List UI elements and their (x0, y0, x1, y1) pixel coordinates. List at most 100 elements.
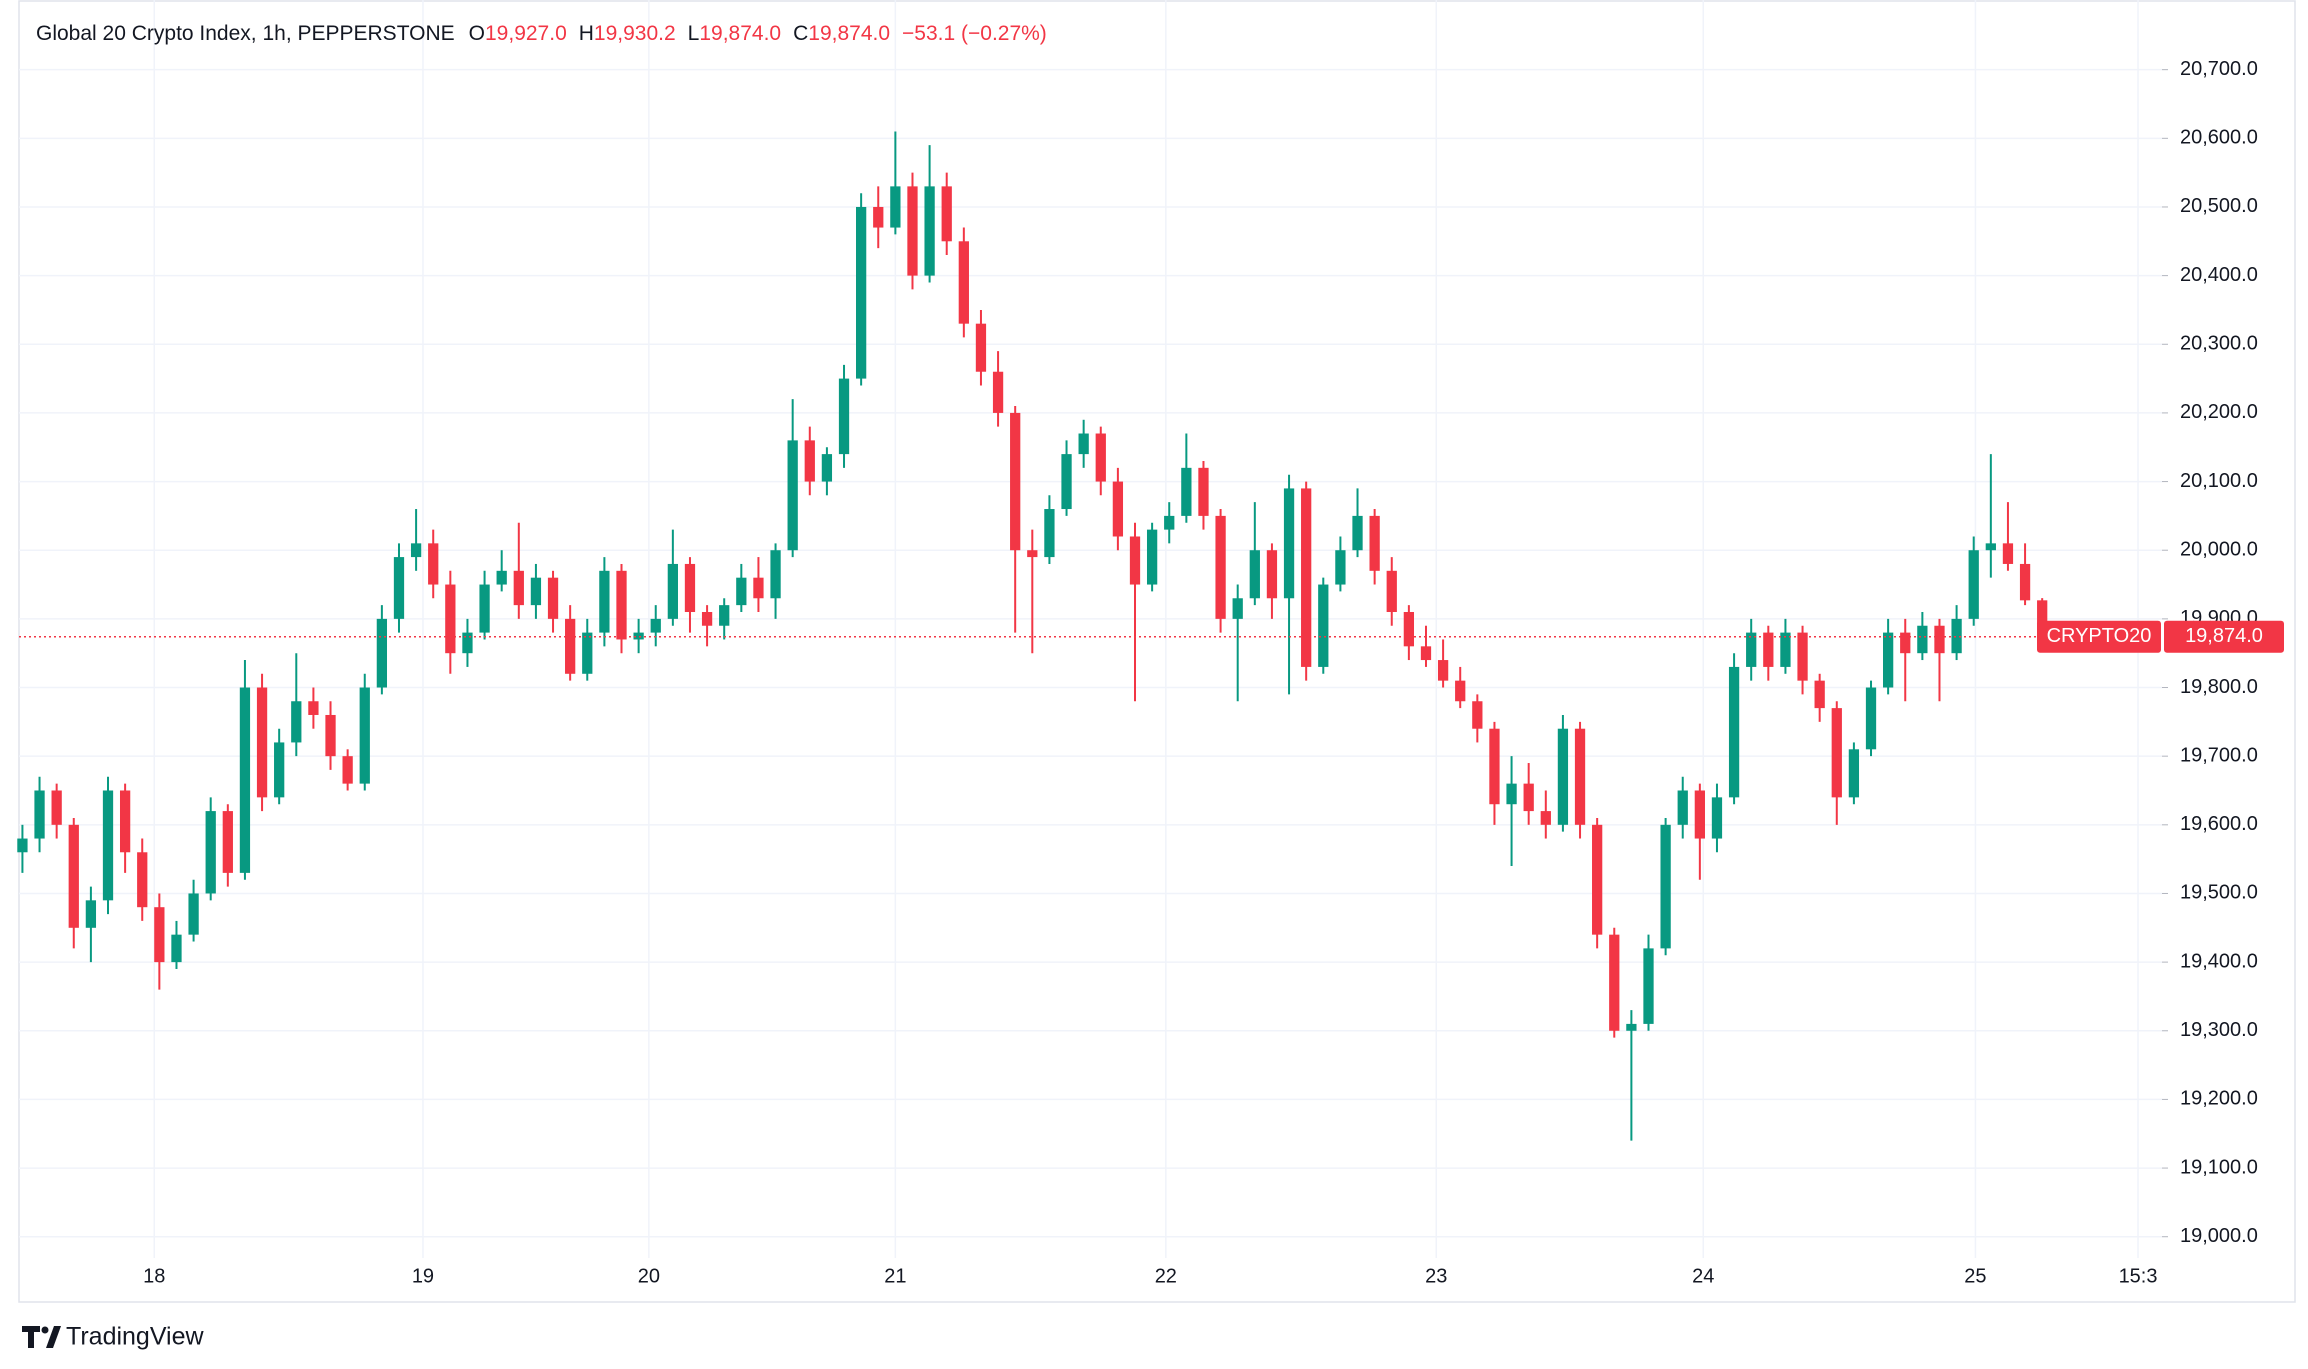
candle-body (1677, 790, 1688, 825)
candle-body (393, 557, 405, 619)
candle-body (684, 563, 696, 613)
logo-icon (41, 1326, 49, 1334)
candle-body (719, 605, 730, 626)
candle-body (1164, 515, 1175, 530)
candle-body (1301, 488, 1312, 667)
legend-value: 19,927.0 (485, 22, 567, 45)
candle-body (1010, 412, 1021, 551)
candle-body (2019, 563, 2031, 601)
candle-body (1403, 612, 1415, 647)
candle-body (1848, 749, 1860, 798)
candle-body (1968, 550, 1979, 619)
y-tick-label: 19,300.0 (2180, 1019, 2258, 1041)
y-tick-label: 19,600.0 (2180, 813, 2258, 835)
candle-body (2037, 600, 2048, 637)
candle-body (239, 687, 251, 873)
y-tick-label: 19,100.0 (2180, 1156, 2258, 1178)
symbol-tag (2037, 620, 2161, 653)
logo-icon (46, 1326, 61, 1348)
candle-body (1592, 824, 1603, 935)
candle-body (907, 186, 918, 276)
candle-body (17, 838, 28, 853)
candle-body (359, 687, 370, 784)
candle-body (565, 618, 576, 674)
candle-body (1352, 515, 1363, 551)
candle-body (701, 612, 713, 626)
candle-body (1112, 481, 1124, 537)
candle-body (770, 550, 781, 599)
candle-body (1951, 618, 1962, 654)
candle-body (1129, 536, 1141, 585)
x-tick-label: 23 (1425, 1265, 1447, 1287)
candle-body (1523, 783, 1534, 812)
candle-body (873, 206, 884, 228)
legend-title: Global 20 Crypto Index, 1h, PEPPERSTONE (36, 22, 455, 45)
candle-body (119, 790, 131, 853)
candle-body (582, 632, 593, 674)
candle-body (1386, 570, 1397, 613)
candle-body (1746, 632, 1757, 667)
candle-body (1061, 454, 1072, 510)
candle-body (1506, 783, 1517, 805)
candle-body (171, 934, 182, 963)
candle-body (890, 186, 901, 228)
candle-body (1283, 488, 1295, 599)
candle-body (1917, 625, 1928, 654)
candle-body (1780, 632, 1791, 667)
candle-body (1489, 728, 1500, 805)
candle-body (1763, 632, 1774, 667)
legend-value: 19,874.0 (699, 22, 781, 45)
candle-body (1660, 824, 1671, 949)
candle-body (1694, 790, 1705, 839)
candle-body (154, 907, 165, 963)
legend-key: O (469, 22, 485, 45)
legend-key: C (793, 22, 808, 45)
candle-body (1831, 708, 1842, 798)
candle-body (1266, 550, 1278, 599)
candle-body (736, 577, 747, 606)
x-tick-label: 22 (1155, 1265, 1177, 1287)
y-tick-label: 20,000.0 (2180, 538, 2258, 560)
candle-body (1900, 632, 1911, 654)
symbol-tag-label: CRYPTO20 (2047, 625, 2152, 647)
candle-body (342, 756, 353, 784)
candle-body (821, 454, 833, 482)
y-tick-label: 19,400.0 (2180, 950, 2258, 972)
candle-body (992, 371, 1004, 413)
candle-body (222, 811, 233, 873)
legend-key: H (579, 22, 594, 45)
candle-body (1437, 660, 1449, 681)
candle-body (445, 584, 456, 654)
candle-body (1540, 811, 1551, 825)
candle-body (102, 790, 114, 901)
candle-body (667, 563, 678, 619)
x-tick-label: 24 (1692, 1265, 1714, 1287)
candles (17, 131, 2048, 1141)
candle-body (958, 241, 969, 324)
candle-body (256, 687, 268, 798)
logo-icon (22, 1326, 40, 1348)
price-tag (2164, 620, 2284, 653)
candle-body (1472, 701, 1483, 729)
candle-body (1044, 509, 1055, 558)
candle-body (924, 186, 935, 276)
candle-body (1146, 529, 1158, 585)
x-tick-label: 20 (638, 1265, 660, 1287)
candle-body (941, 186, 952, 242)
y-tick-label: 20,400.0 (2180, 264, 2258, 286)
candle-body (291, 701, 302, 743)
candle-body (1095, 433, 1106, 482)
candle-body (1643, 948, 1654, 1024)
candle-body (1232, 598, 1243, 619)
y-tick-label: 19,700.0 (2180, 744, 2258, 766)
y-tick-label: 20,700.0 (2180, 58, 2258, 80)
candle-body (1249, 550, 1260, 599)
candle-body (274, 742, 285, 798)
candle-body (1882, 632, 1894, 688)
candle-body (1934, 625, 1945, 654)
candle-body (856, 206, 867, 379)
legend-value: 19,930.2 (594, 22, 676, 45)
y-tick-label: 19,000.0 (2180, 1225, 2258, 1247)
candle-body (308, 701, 319, 715)
